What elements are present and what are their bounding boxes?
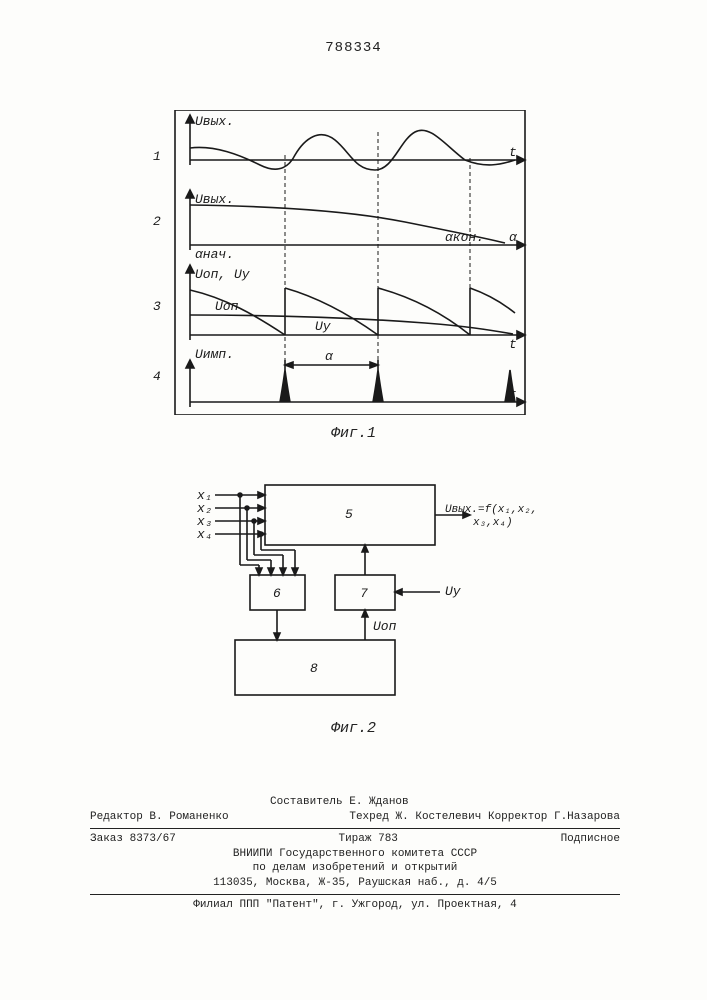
- editor: Редактор В. Романенко: [90, 810, 229, 825]
- label-alpha-br: α: [325, 349, 334, 364]
- row-index-4: 4: [153, 369, 161, 384]
- label-uop: Uоп: [215, 299, 239, 314]
- fig2-caption: Фиг.2: [0, 720, 707, 737]
- compiler: Составитель Е. Жданов: [90, 795, 620, 810]
- out-label-2: x₃,x₄): [472, 517, 513, 529]
- block6-label: 6: [273, 586, 281, 601]
- figure-2: x₁ x₂ x₃ x₄ 5 6 7 8 Uвых.=f(x₁,x₂, x₃,x₄…: [195, 475, 535, 710]
- label-uvyh-1: Uвых.: [195, 114, 234, 129]
- label-anach: αнач.: [195, 247, 234, 262]
- label-t4: t: [509, 387, 517, 402]
- addr-1: 113035, Москва, Ж-35, Раушская наб., д. …: [90, 876, 620, 891]
- label-uy: Uу: [315, 319, 332, 334]
- label-alpha: α: [509, 230, 518, 245]
- figure-1: 1 2 3 4 Uвых. t Uвых. α αнач. αкон. Uоп,…: [145, 110, 555, 415]
- label-uvyh-2: Uвых.: [195, 192, 234, 207]
- divider-2: [90, 894, 620, 895]
- row-index-1: 1: [153, 149, 161, 164]
- out-label-1: Uвых.=f(x₁,x₂,: [445, 504, 535, 516]
- label-akon: αкон.: [445, 230, 484, 245]
- org-line-2: по делам изобретений и открытий: [90, 861, 620, 876]
- block5-label: 5: [345, 507, 353, 522]
- tech-corrector: Техред Ж. Костелевич Корректор Г.Назаров…: [349, 810, 620, 825]
- label-t3: t: [509, 337, 517, 352]
- addr-2: Филиал ППП "Патент", г. Ужгород, ул. Про…: [90, 898, 620, 913]
- fig1-caption: Фиг.1: [0, 425, 707, 442]
- tirazh: Тираж 783: [338, 832, 397, 847]
- org-line-1: ВНИИПИ Государственного комитета СССР: [90, 847, 620, 862]
- label-t1: t: [509, 145, 517, 160]
- doc-number: 788334: [0, 40, 707, 56]
- subscription: Подписное: [561, 832, 620, 847]
- label-uop-uy: Uоп, Uу: [195, 267, 251, 282]
- row-index-3: 3: [153, 299, 161, 314]
- block8-label: 8: [310, 661, 318, 676]
- uop-label: Uоп: [373, 619, 397, 634]
- x4-label: x₄: [196, 527, 213, 542]
- uy-label: Uу: [445, 584, 462, 599]
- divider-1: [90, 828, 620, 829]
- colophon: Составитель Е. Жданов Редактор В. Романе…: [90, 795, 620, 913]
- row-index-2: 2: [153, 214, 161, 229]
- block7-label: 7: [360, 586, 368, 601]
- order-num: Заказ 8373/67: [90, 832, 176, 847]
- label-uimp: Uимп.: [195, 347, 234, 362]
